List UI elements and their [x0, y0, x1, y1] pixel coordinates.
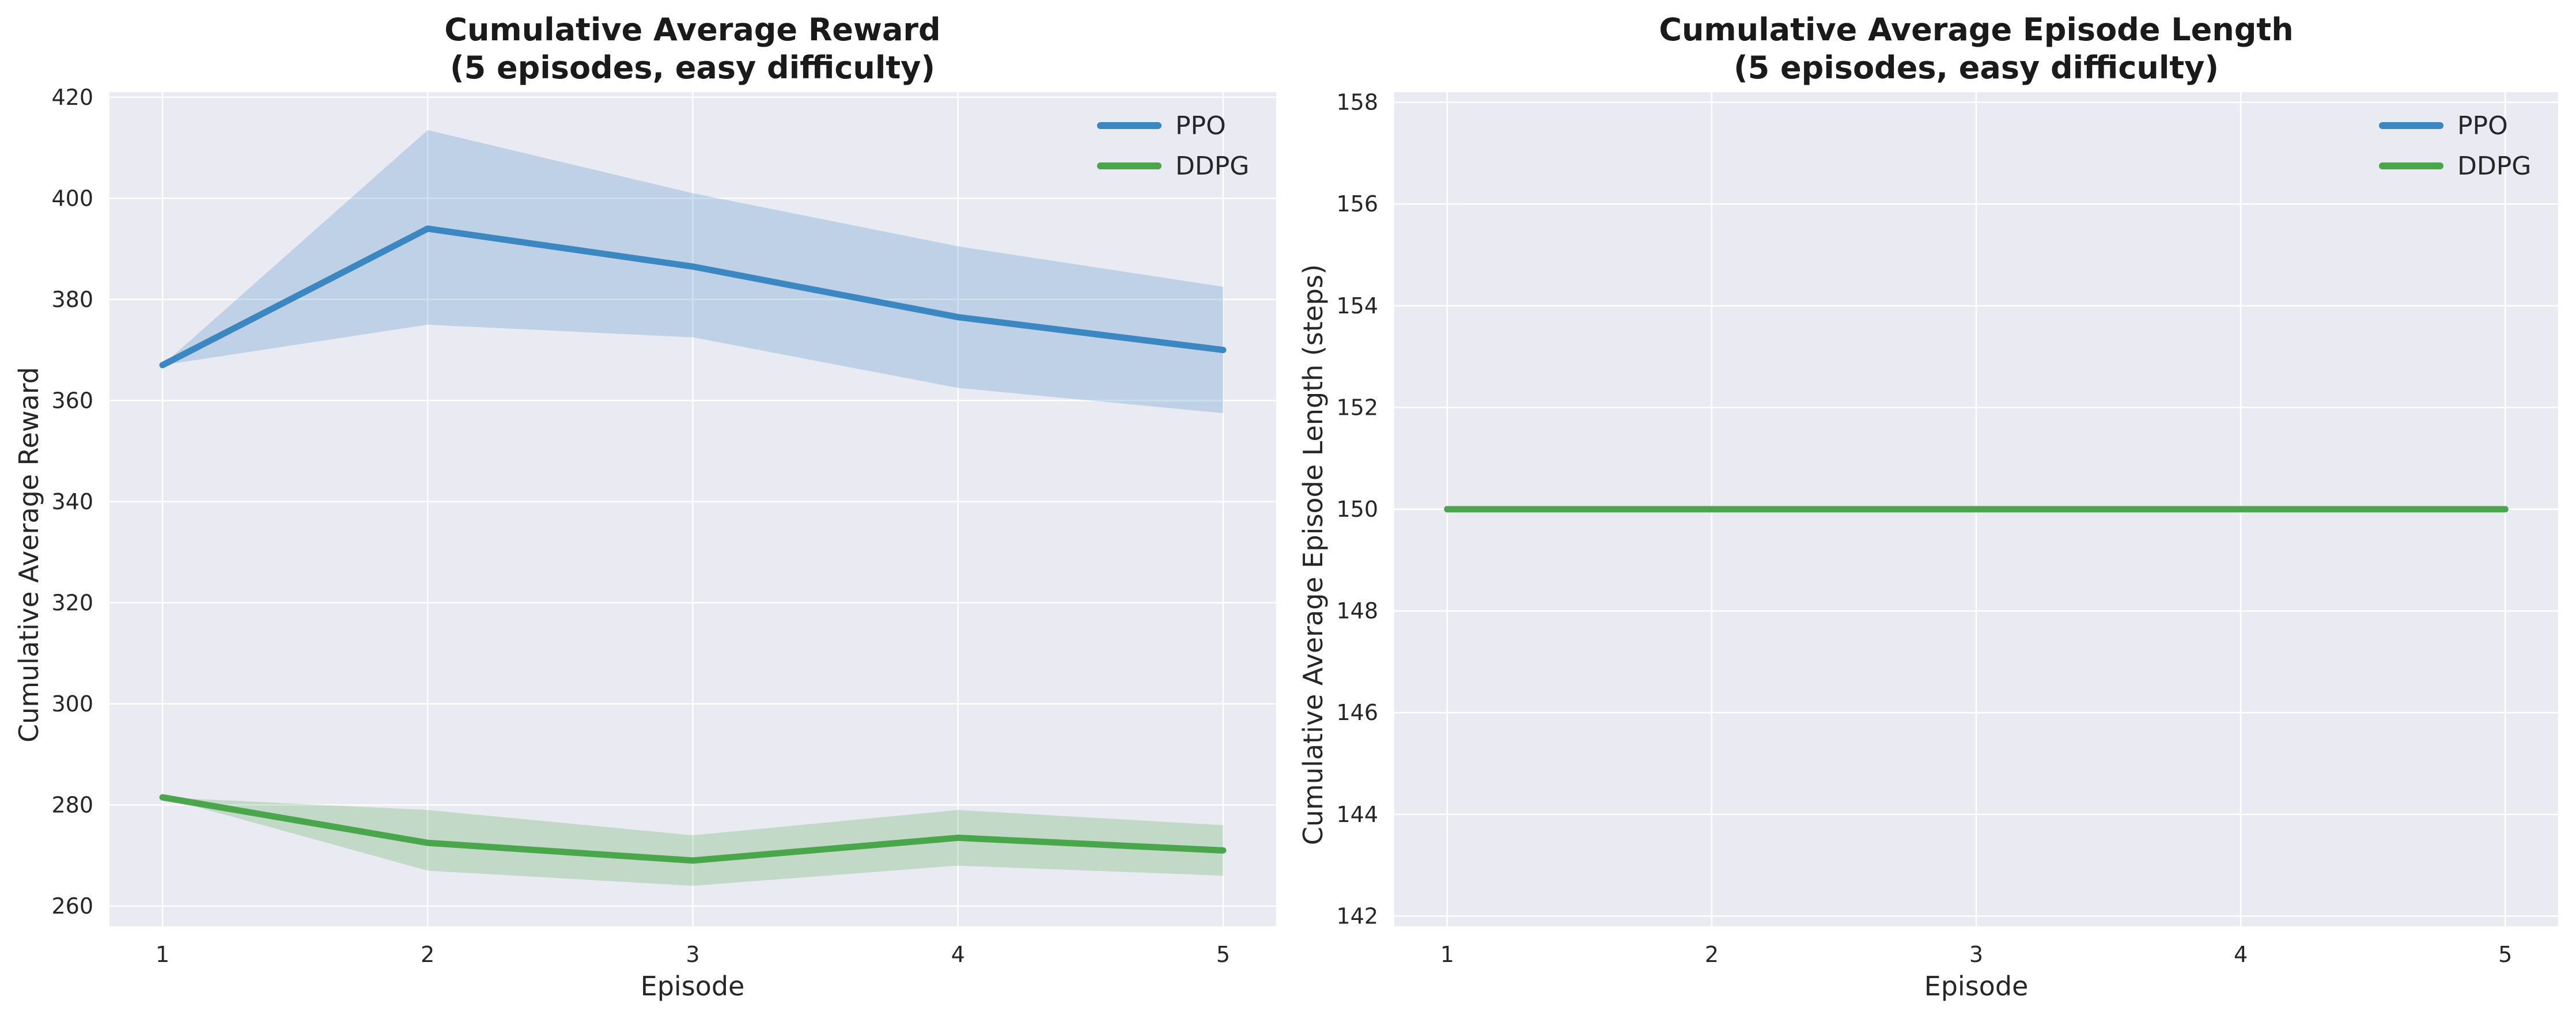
y-tick-label: 400	[51, 185, 93, 211]
y-tick-label: 144	[1336, 802, 1378, 827]
x-axis-label: Episode	[1924, 971, 2029, 1002]
x-tick-label: 1	[1440, 942, 1454, 967]
y-tick-label: 300	[51, 691, 93, 717]
y-tick-label: 340	[51, 489, 93, 514]
episode-length-chart: Cumulative Average Episode Length (5 epi…	[1298, 12, 2558, 1002]
y-tick-label: 158	[1336, 90, 1378, 115]
x-tick-label: 3	[1969, 942, 1983, 967]
y-axis-label: Cumulative Average Reward	[13, 367, 44, 743]
series-line-ddpg	[159, 794, 1227, 864]
chart-title-line2: (5 episodes, easy difficulty)	[1734, 50, 2219, 86]
y-tick-label: 142	[1336, 903, 1378, 929]
chart-title-line1: Cumulative Average Episode Length	[1659, 12, 2293, 48]
y-axis-label: Cumulative Average Episode Length (steps…	[1298, 264, 1329, 846]
y-tick-label: 154	[1336, 293, 1378, 319]
x-tick-label: 5	[2498, 942, 2512, 967]
legend-label-ppo: PPO	[1175, 111, 1226, 141]
legend-label-ppo: PPO	[2457, 111, 2508, 141]
confidence-band-ddpg	[162, 797, 1223, 886]
y-tick-label: 360	[51, 388, 93, 413]
chart-title-line1: Cumulative Average Reward	[444, 12, 940, 48]
x-axis-label: Episode	[641, 971, 745, 1002]
series-line-ppo	[159, 225, 1227, 369]
x-tick-label: 2	[1705, 942, 1719, 967]
y-tick-label: 420	[51, 85, 93, 110]
x-tick-label: 4	[2234, 942, 2248, 967]
legend-label-ddpg: DDPG	[1175, 151, 1249, 181]
y-tick-label: 320	[51, 590, 93, 615]
y-tick-label: 148	[1336, 598, 1378, 624]
x-tick-label: 5	[1216, 942, 1230, 967]
y-tick-label: 150	[1336, 497, 1378, 522]
y-tick-label: 260	[51, 893, 93, 919]
x-tick-label: 1	[156, 942, 169, 967]
reward-chart: Cumulative Average Reward (5 episodes, e…	[13, 12, 1276, 1002]
plot-area: 260 280 300 320 340 360 380 400 420 1 2 3 4 5 PPO DDPG	[51, 85, 1276, 967]
x-tick-label: 2	[421, 942, 434, 967]
confidence-band-ppo	[162, 130, 1223, 414]
x-tick-label: 4	[951, 942, 965, 967]
y-tick-label: 152	[1336, 395, 1378, 420]
y-tick-label: 146	[1336, 700, 1378, 725]
plot-area: 142 144 146 148 150 152 154 156 158 1 2 3 4 5 PPO DDPG	[1336, 90, 2558, 967]
chart-title-line2: (5 episodes, easy difficulty)	[450, 50, 935, 86]
y-tick-label: 156	[1336, 191, 1378, 217]
y-tick-label: 380	[51, 287, 93, 312]
x-tick-label: 3	[686, 942, 699, 967]
legend-label-ddpg: DDPG	[2457, 151, 2531, 181]
y-tick-label: 280	[51, 792, 93, 817]
